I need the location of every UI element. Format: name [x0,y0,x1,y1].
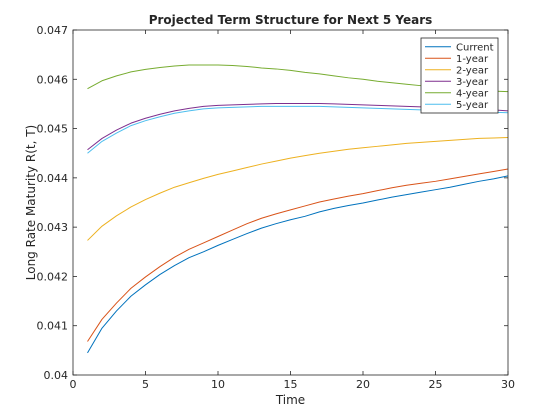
y-tick-label: 0.045 [37,123,69,136]
y-tick-label: 0.047 [37,24,69,37]
series-line-1 [87,168,509,342]
y-tick-label: 0.044 [37,172,69,185]
y-tick-label: 0.042 [37,270,69,283]
axes-layer: 0 5 10 15 20 25 30 0.04 0.041 0.042 0.043 0.044 0.04… [37,24,516,391]
legend-box [420,37,499,114]
x-tick-label: 20 [356,378,370,391]
legend-label-5: 5-year [456,100,489,111]
y-tick-label: 0.041 [37,320,69,333]
x-tick-label: 30 [501,378,515,391]
x-tick-label: 5 [142,378,149,391]
y-tick-label: 0.04 [44,369,69,382]
legend-label-3: 3-year [456,77,489,88]
legend-label-1: 1-year [456,54,489,65]
legend-label-4: 4-year [456,88,489,99]
y-tick-label: 0.043 [37,221,69,234]
chart-title: Projected Term Structure for Next 5 Year… [149,13,433,27]
x-tick-label: 25 [429,378,443,391]
series-line-2 [87,136,509,241]
x-tick-label: 15 [284,378,298,391]
y-tick-label: 0.046 [37,73,69,86]
y-axis-label: Long Rate Maturity R(t, T) [24,125,38,280]
legend-label-0: Current [456,42,494,53]
x-axis-label: Time [275,393,305,407]
legend-label-2: 2-year [456,65,489,76]
x-tick-label: 0 [70,378,77,391]
series-line-0 [87,175,509,354]
x-tick-label: 10 [211,378,225,391]
